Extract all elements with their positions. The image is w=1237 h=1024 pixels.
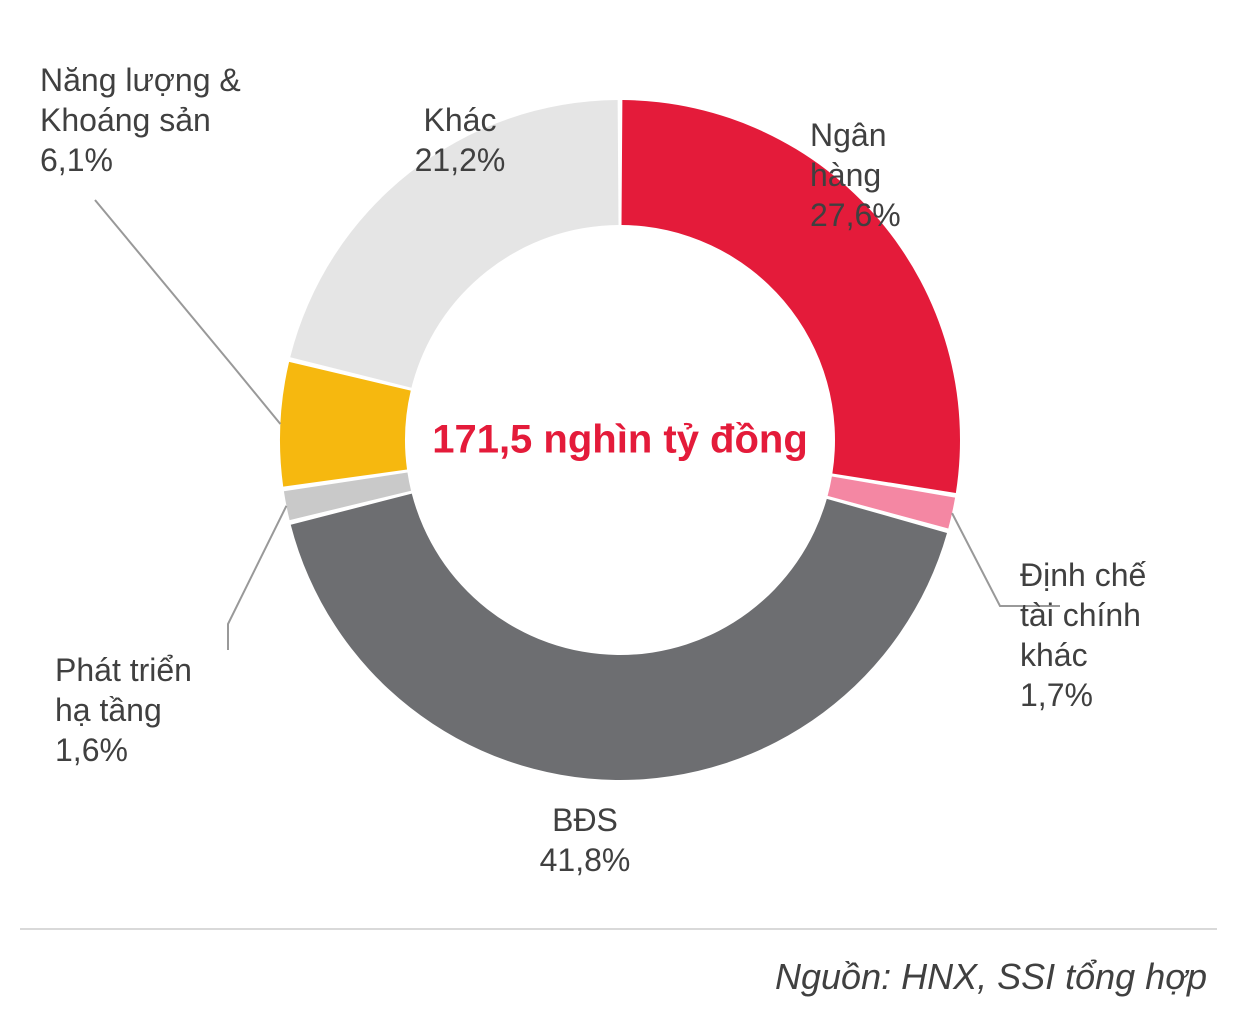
chart-stage: 171,5 nghìn tỷ đồng Nguồn: HNX, SSI tổng… xyxy=(0,0,1237,1024)
label-nang-luong: Năng lượng &Khoáng sản6,1% xyxy=(40,60,241,180)
label-bds: BĐS41,8% xyxy=(540,800,631,880)
label-khac: Khác21,2% xyxy=(415,100,506,180)
label-dinh-che: Định chếtài chínhkhác1,7% xyxy=(1020,555,1146,715)
leader-phat-trien xyxy=(228,506,286,650)
source-text: Nguồn: HNX, SSI tổng hợp xyxy=(775,956,1207,998)
label-ngan-hang: Ngânhàng27,6% xyxy=(810,115,901,235)
center-total-label: 171,5 nghìn tỷ đồng xyxy=(432,418,808,463)
footer-rule xyxy=(20,928,1217,930)
slice-bds xyxy=(291,494,947,780)
label-phat-trien: Phát triểnhạ tầng1,6% xyxy=(55,650,192,770)
leader-nang-luong xyxy=(95,200,280,424)
